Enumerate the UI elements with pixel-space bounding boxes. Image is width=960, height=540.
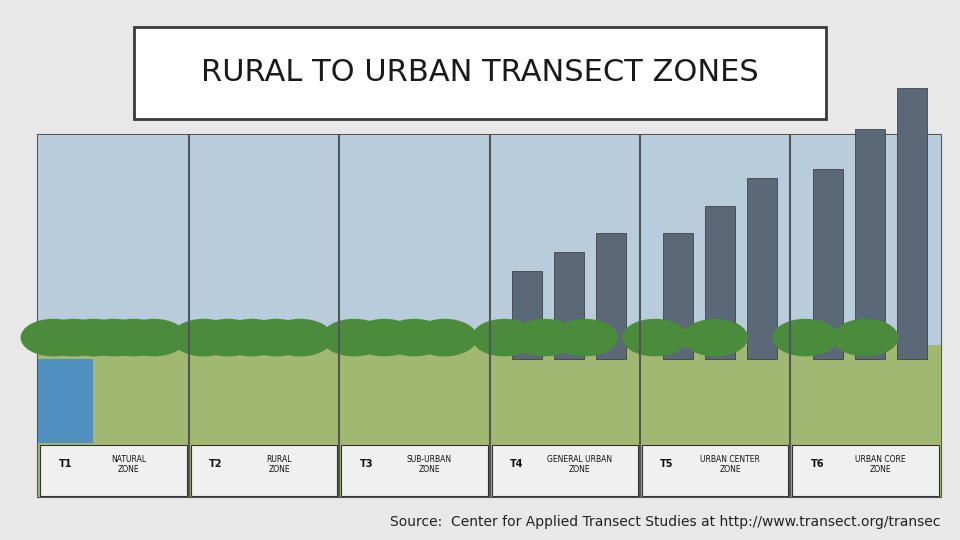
FancyBboxPatch shape bbox=[492, 445, 638, 496]
Circle shape bbox=[322, 320, 386, 356]
FancyBboxPatch shape bbox=[40, 445, 187, 496]
Text: RURAL TO URBAN TRANSECT ZONES: RURAL TO URBAN TRANSECT ZONES bbox=[202, 58, 758, 87]
FancyBboxPatch shape bbox=[855, 129, 885, 359]
FancyBboxPatch shape bbox=[705, 206, 734, 359]
Text: SUB-URBAN
ZONE: SUB-URBAN ZONE bbox=[407, 455, 452, 474]
Circle shape bbox=[220, 320, 284, 356]
FancyBboxPatch shape bbox=[747, 178, 777, 359]
FancyBboxPatch shape bbox=[38, 359, 92, 443]
Circle shape bbox=[352, 320, 417, 356]
Circle shape bbox=[382, 320, 446, 356]
Text: GENERAL URBAN
ZONE: GENERAL URBAN ZONE bbox=[547, 455, 612, 474]
FancyBboxPatch shape bbox=[38, 345, 941, 497]
FancyBboxPatch shape bbox=[38, 135, 941, 345]
FancyBboxPatch shape bbox=[792, 445, 939, 496]
Circle shape bbox=[513, 320, 577, 356]
FancyBboxPatch shape bbox=[38, 135, 941, 497]
Circle shape bbox=[833, 320, 898, 356]
Text: T6: T6 bbox=[811, 459, 825, 469]
Text: URBAN CORE
ZONE: URBAN CORE ZONE bbox=[855, 455, 906, 474]
Text: URBAN CENTER
ZONE: URBAN CENTER ZONE bbox=[700, 455, 760, 474]
FancyBboxPatch shape bbox=[554, 252, 585, 359]
Circle shape bbox=[21, 320, 85, 356]
Circle shape bbox=[196, 320, 260, 356]
Circle shape bbox=[172, 320, 236, 356]
FancyBboxPatch shape bbox=[662, 233, 692, 359]
Text: T1: T1 bbox=[59, 459, 72, 469]
Text: Source:  Center for Applied Transect Studies at http://www.transect.org/transec: Source: Center for Applied Transect Stud… bbox=[391, 515, 941, 529]
Text: T5: T5 bbox=[660, 459, 674, 469]
FancyBboxPatch shape bbox=[134, 27, 826, 119]
Circle shape bbox=[553, 320, 617, 356]
Circle shape bbox=[268, 320, 332, 356]
Circle shape bbox=[412, 320, 476, 356]
Circle shape bbox=[472, 320, 537, 356]
Circle shape bbox=[82, 320, 146, 356]
FancyBboxPatch shape bbox=[898, 88, 927, 359]
Circle shape bbox=[122, 320, 186, 356]
Text: NATURAL
ZONE: NATURAL ZONE bbox=[111, 455, 146, 474]
Text: RURAL
ZONE: RURAL ZONE bbox=[266, 455, 292, 474]
Circle shape bbox=[41, 320, 106, 356]
FancyBboxPatch shape bbox=[513, 271, 542, 359]
Text: T4: T4 bbox=[510, 459, 523, 469]
Text: T3: T3 bbox=[360, 459, 373, 469]
Circle shape bbox=[684, 320, 748, 356]
Circle shape bbox=[623, 320, 687, 356]
FancyBboxPatch shape bbox=[813, 170, 843, 359]
Circle shape bbox=[773, 320, 837, 356]
FancyBboxPatch shape bbox=[596, 233, 627, 359]
FancyBboxPatch shape bbox=[642, 445, 788, 496]
Circle shape bbox=[61, 320, 126, 356]
Text: T2: T2 bbox=[209, 459, 223, 469]
FancyBboxPatch shape bbox=[191, 445, 337, 496]
FancyBboxPatch shape bbox=[341, 445, 488, 496]
Circle shape bbox=[244, 320, 308, 356]
Circle shape bbox=[102, 320, 166, 356]
